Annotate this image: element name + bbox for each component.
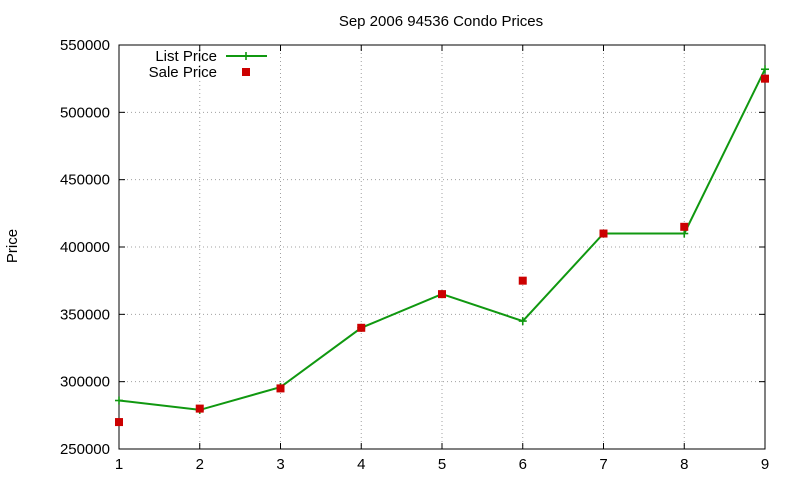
sale-price-point	[276, 384, 285, 393]
list-price-point	[518, 317, 527, 326]
legend-label: List Price	[155, 48, 217, 65]
y-tick-label: 450000	[60, 172, 110, 189]
x-tick-label: 5	[438, 456, 446, 473]
x-tick-label: 3	[276, 456, 284, 473]
y-tick-label: 500000	[60, 104, 110, 121]
plot-border	[118, 44, 766, 450]
x-tick-label: 4	[357, 456, 365, 473]
chart-title: Sep 2006 94536 Condo Prices	[339, 13, 543, 30]
y-tick-label: 250000	[60, 441, 110, 458]
y-tick-label: 300000	[60, 374, 110, 391]
x-tick-label: 2	[196, 456, 204, 473]
grid	[119, 45, 765, 449]
sale-price-point	[761, 74, 769, 83]
x-tick-label: 8	[680, 456, 688, 473]
sale-price-point	[599, 229, 608, 238]
list-price-point	[761, 65, 769, 74]
x-tick-label: 1	[115, 456, 123, 473]
sale-price-point	[438, 290, 446, 299]
x-tick-label: 6	[519, 456, 527, 473]
legend-label: Sale Price	[149, 64, 217, 81]
legend-square-marker	[242, 68, 250, 76]
list-price-point	[680, 229, 689, 238]
sale-price-point	[357, 323, 366, 332]
y-tick-label: 550000	[60, 37, 110, 54]
y-tick-label: 350000	[60, 306, 110, 323]
series-area	[115, 65, 769, 427]
x-tick-label: 7	[599, 456, 607, 473]
y-tick-label: 400000	[60, 239, 110, 256]
y-axis-label: Price	[4, 229, 21, 263]
sale-price-point	[115, 418, 123, 427]
sale-price-point	[195, 404, 204, 413]
sale-price-point	[680, 222, 689, 231]
list-price-point	[115, 396, 123, 405]
list-price-line	[118, 68, 766, 411]
x-tick-label: 9	[761, 456, 769, 473]
axes: 250000 300000 350000 400000 450000 500000 5500…	[60, 37, 769, 473]
sale-price-point	[518, 276, 527, 285]
